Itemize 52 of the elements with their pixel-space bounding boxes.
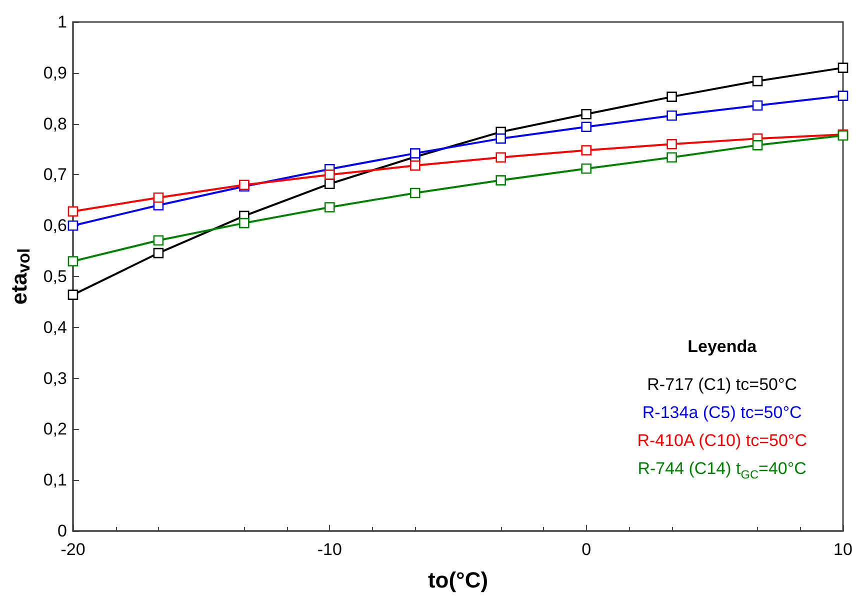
point	[666, 92, 677, 102]
y-tick-label: 0,1	[43, 470, 67, 490]
y-tick-label: 0,9	[43, 63, 67, 82]
point	[324, 170, 335, 180]
point	[752, 140, 763, 150]
y-tick-label: 1	[58, 12, 67, 32]
x-tick-label: 10	[834, 540, 852, 559]
point	[153, 248, 164, 258]
text: R-717 (C1) tc=50°C	[646, 374, 798, 396]
legend-title: Leyenda	[686, 336, 758, 358]
x-tick-label: -20	[60, 540, 86, 559]
x-axis-title: to(°C)	[428, 568, 488, 592]
y-tick-label: 0,7	[43, 165, 67, 184]
y-tick-label: 0,3	[43, 368, 67, 388]
point	[838, 90, 848, 101]
point	[153, 192, 164, 203]
y-tick-label: 0,4	[43, 318, 67, 337]
x-tick-label: 0	[582, 540, 592, 559]
point	[496, 175, 506, 186]
text: R-744 (C14) t$_{GC}$=40°C	[637, 458, 807, 483]
y-tick-label: 0,5	[43, 267, 67, 286]
point	[68, 220, 78, 231]
point	[838, 62, 848, 73]
point	[581, 108, 592, 120]
point	[410, 160, 420, 171]
point	[496, 133, 506, 144]
point	[752, 100, 763, 111]
point	[239, 218, 250, 228]
x-tick-label: -10	[317, 540, 342, 559]
point	[666, 110, 677, 121]
point	[153, 235, 164, 246]
point	[752, 76, 763, 86]
point	[496, 152, 506, 163]
point	[324, 202, 335, 212]
point	[68, 206, 78, 216]
text: R-134a (C5) tc=50°C	[641, 402, 803, 424]
y-tick-label: 0,2	[43, 420, 67, 439]
point	[68, 290, 78, 300]
point	[324, 178, 335, 190]
point	[581, 122, 592, 132]
point	[410, 148, 420, 158]
point	[666, 152, 677, 163]
y-tick-label: 0	[58, 522, 67, 540]
point	[581, 163, 592, 174]
point	[68, 256, 78, 266]
point	[666, 139, 677, 150]
y-tick-label: 0,6	[43, 216, 67, 236]
text: R-410A (C10) tc=50°C	[637, 430, 807, 452]
y-tick-label: 0,8	[43, 114, 67, 134]
point	[581, 145, 592, 156]
point	[410, 188, 420, 198]
y-axis-title: etavol	[6, 248, 34, 305]
